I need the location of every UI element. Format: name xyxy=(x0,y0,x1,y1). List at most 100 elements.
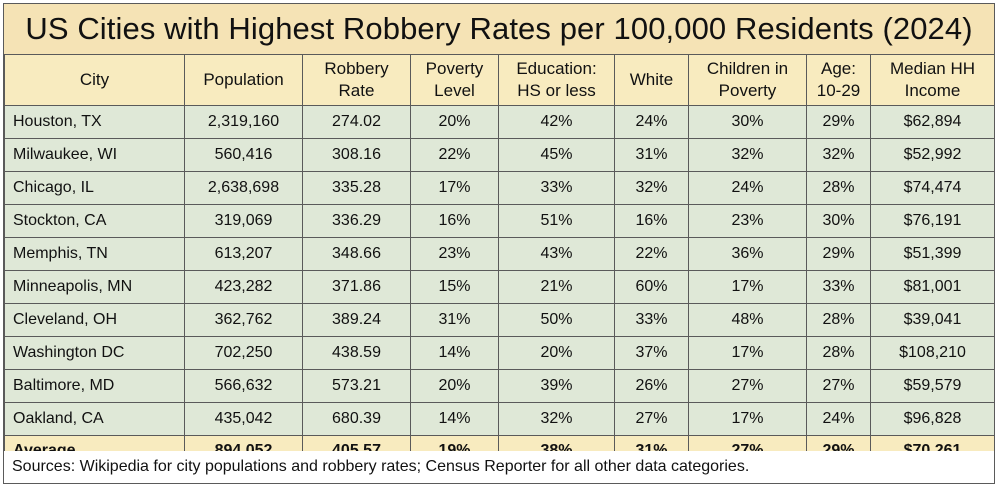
header-age: Age: 10-29 xyxy=(806,54,871,106)
table-row: Baltimore, MD 566,632 573.21 20% 39% 26% 27% 27… xyxy=(4,369,995,403)
cell-population: 423,282 xyxy=(184,270,303,304)
header-population: Population xyxy=(184,54,303,106)
cell-robbery-rate: 371.86 xyxy=(302,270,411,304)
header-median-income: Median HH Income xyxy=(870,54,995,106)
cell-income: $108,210 xyxy=(870,336,995,370)
header-robbery-rate: Robbery Rate xyxy=(302,54,411,106)
table-row: Oakland, CA 435,042 680.39 14% 32% 27% 17% 24% $… xyxy=(4,402,995,436)
cell-white: 37% xyxy=(614,336,689,370)
cell-education: 42% xyxy=(498,105,615,139)
cell-white: 33% xyxy=(614,303,689,337)
cell-children-poverty: 36% xyxy=(688,237,807,271)
cell-income: $39,041 xyxy=(870,303,995,337)
cell-robbery-rate: 348.66 xyxy=(302,237,411,271)
cell-city: Stockton, CA xyxy=(4,204,185,238)
cell-robbery-rate: 335.28 xyxy=(302,171,411,205)
cell-children-poverty: 17% xyxy=(688,402,807,436)
sources-note: Sources: Wikipedia for city populations … xyxy=(4,451,994,483)
cell-children-poverty: 32% xyxy=(688,138,807,172)
cell-age: 28% xyxy=(806,171,871,205)
cell-poverty: 15% xyxy=(410,270,499,304)
header-city: City xyxy=(4,54,185,106)
table-frame: US Cities with Highest Robbery Rates per… xyxy=(3,3,995,484)
cell-robbery-rate: 308.16 xyxy=(302,138,411,172)
page-title: US Cities with Highest Robbery Rates per… xyxy=(4,4,994,55)
cell-city: Minneapolis, MN xyxy=(4,270,185,304)
cell-education: 39% xyxy=(498,369,615,403)
header-education: Education: HS or less xyxy=(498,54,615,106)
cell-children-poverty: 30% xyxy=(688,105,807,139)
cell-white: 24% xyxy=(614,105,689,139)
table-row: Houston, TX 2,319,160 274.02 20% 42% 24% 30% 29… xyxy=(4,105,995,139)
cell-poverty: 22% xyxy=(410,138,499,172)
cell-age: 30% xyxy=(806,204,871,238)
cell-white: 27% xyxy=(614,402,689,436)
cell-age: 33% xyxy=(806,270,871,304)
cell-population: 702,250 xyxy=(184,336,303,370)
cell-age: 29% xyxy=(806,105,871,139)
cell-poverty: 17% xyxy=(410,171,499,205)
cell-population: 560,416 xyxy=(184,138,303,172)
cell-age: 28% xyxy=(806,303,871,337)
cell-income: $74,474 xyxy=(870,171,995,205)
cell-population: 362,762 xyxy=(184,303,303,337)
header-poverty-level: Poverty Level xyxy=(410,54,499,106)
cell-poverty: 20% xyxy=(410,369,499,403)
cell-age: 29% xyxy=(806,237,871,271)
cell-poverty: 20% xyxy=(410,105,499,139)
cell-city: Cleveland, OH xyxy=(4,303,185,337)
table-row: Memphis, TN 613,207 348.66 23% 43% 22% 36% 29% $… xyxy=(4,237,995,271)
cell-population: 319,069 xyxy=(184,204,303,238)
cell-children-poverty: 48% xyxy=(688,303,807,337)
cell-robbery-rate: 680.39 xyxy=(302,402,411,436)
cell-robbery-rate: 389.24 xyxy=(302,303,411,337)
cell-city: Milwaukee, WI xyxy=(4,138,185,172)
table-row: Cleveland, OH 362,762 389.24 31% 50% 33% 48% 28… xyxy=(4,303,995,337)
cell-poverty: 31% xyxy=(410,303,499,337)
cell-robbery-rate: 438.59 xyxy=(302,336,411,370)
cell-education: 45% xyxy=(498,138,615,172)
cell-age: 27% xyxy=(806,369,871,403)
cell-income: $76,191 xyxy=(870,204,995,238)
cell-poverty: 14% xyxy=(410,336,499,370)
cell-city: Memphis, TN xyxy=(4,237,185,271)
cell-education: 21% xyxy=(498,270,615,304)
cell-children-poverty: 24% xyxy=(688,171,807,205)
cell-population: 566,632 xyxy=(184,369,303,403)
cell-white: 32% xyxy=(614,171,689,205)
cell-income: $81,001 xyxy=(870,270,995,304)
cell-white: 22% xyxy=(614,237,689,271)
header-row: City Population Robbery Rate Poverty Level… xyxy=(4,54,995,106)
cell-children-poverty: 23% xyxy=(688,204,807,238)
cell-education: 20% xyxy=(498,336,615,370)
cell-income: $59,579 xyxy=(870,369,995,403)
cell-population: 2,319,160 xyxy=(184,105,303,139)
cell-age: 24% xyxy=(806,402,871,436)
cell-poverty: 14% xyxy=(410,402,499,436)
cell-children-poverty: 27% xyxy=(688,369,807,403)
cell-age: 32% xyxy=(806,138,871,172)
table-row: Minneapolis, MN 423,282 371.86 15% 21% 60% 17%… xyxy=(4,270,995,304)
table-row: Chicago, IL 2,638,698 335.28 17% 33% 32% 24% 28… xyxy=(4,171,995,205)
cell-white: 60% xyxy=(614,270,689,304)
cell-income: $96,828 xyxy=(870,402,995,436)
cell-education: 33% xyxy=(498,171,615,205)
data-table: City Population Robbery Rate Poverty Level… xyxy=(4,54,995,467)
cell-education: 50% xyxy=(498,303,615,337)
cell-city: Oakland, CA xyxy=(4,402,185,436)
table-row: Washington DC 702,250 438.59 14% 20% 37% 17% 28… xyxy=(4,336,995,370)
cell-income: $52,992 xyxy=(870,138,995,172)
cell-city: Washington DC xyxy=(4,336,185,370)
cell-income: $62,894 xyxy=(870,105,995,139)
cell-white: 16% xyxy=(614,204,689,238)
cell-age: 28% xyxy=(806,336,871,370)
cell-population: 2,638,698 xyxy=(184,171,303,205)
cell-robbery-rate: 274.02 xyxy=(302,105,411,139)
cell-robbery-rate: 336.29 xyxy=(302,204,411,238)
cell-city: Baltimore, MD xyxy=(4,369,185,403)
table-row: Stockton, CA 319,069 336.29 16% 51% 16% 23% 30%… xyxy=(4,204,995,238)
cell-white: 31% xyxy=(614,138,689,172)
table-row: Milwaukee, WI 560,416 308.16 22% 45% 31% 32% 32… xyxy=(4,138,995,172)
cell-income: $51,399 xyxy=(870,237,995,271)
cell-city: Chicago, IL xyxy=(4,171,185,205)
